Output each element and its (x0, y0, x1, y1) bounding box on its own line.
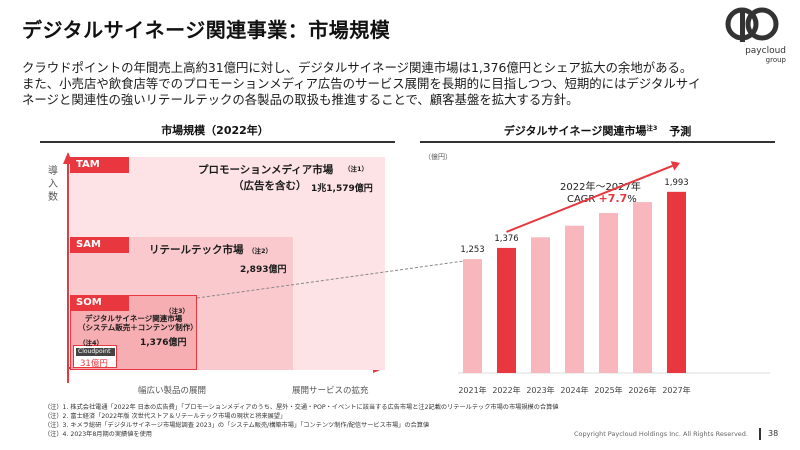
cagr-pct: % (627, 194, 637, 205)
x-tick-label: 2027年 (662, 386, 691, 395)
tam-value: 1兆1,579億円 (311, 184, 373, 194)
right-panel-title: デジタルサイネージ関連市場 (503, 124, 647, 138)
cagr-trend-line (506, 164, 673, 233)
sam-tag: SAM (70, 237, 129, 253)
copyright: Copyright Paycloud Holdings Inc. All Rig… (573, 430, 748, 438)
som-title: デジタルサイネージ (85, 314, 153, 323)
bar-2021年 (463, 259, 482, 373)
bar-value-label: 1,993 (664, 177, 689, 188)
bar-2027年 (667, 191, 686, 373)
cagr-label: CAGR (567, 194, 596, 205)
chart-unit: （億円） (424, 153, 452, 161)
page-title: デジタルサイネージ関連事業：市場規模 (22, 18, 391, 42)
right-panel-heading: デジタルサイネージ関連市場注3 予測 (420, 122, 775, 139)
som-tag: SOM (70, 295, 129, 311)
x-tick-label: 2026年 (628, 386, 657, 395)
cagr-value: +7.7 (598, 192, 628, 205)
cloudpoint-logo (76, 348, 115, 356)
note-2: （注）2. 富士経済「2022年版 次世代ストア＆リテールテック市場の現状と将来… (44, 413, 287, 420)
bar-2026年 (633, 202, 652, 373)
right-panel-heading-suffix: 予測 (669, 124, 692, 138)
som-subtitle: （システム販売＋コンテンツ制作） (78, 323, 198, 332)
right-panel-heading-note: 注3 (646, 124, 658, 132)
bar-value-label: 1,253 (460, 245, 485, 256)
x-axis-label-right: 展開サービスの拡充 (292, 386, 369, 396)
tam-tag: TAM (70, 157, 129, 173)
note-3: （注）3. キメラ総研「デジタルサイネージ市場総調査 2023」の「システム販売… (44, 422, 430, 429)
bar-value-label: 1,376 (494, 233, 519, 244)
page-number: 38 (768, 429, 779, 438)
sam-value: 2,893億円 (240, 265, 287, 275)
x-axis-label-left: 幅広い製品の展開 (138, 386, 207, 396)
right-panel-rule (420, 141, 775, 143)
som-note: （注3） (165, 307, 190, 315)
x-tick-label: 2025年 (594, 386, 623, 395)
bar-2025年 (599, 213, 618, 373)
lead-line-2: また、小売店や飲食店等でのプロモーションメディア広告のサービス展開を長期的に目指… (22, 76, 701, 91)
forecast-chart (458, 161, 770, 374)
note-1: （注）1. 株式会社電通「2022年 日本の広告費」「プロモーションメディアのう… (44, 404, 559, 411)
tam-title-sub: （広告を含む） (233, 180, 307, 192)
tam-title: プロモーションメディア市場 (198, 164, 334, 176)
tam-note: （注1） (344, 165, 369, 173)
paycloud-logo: paycloud group (720, 6, 786, 64)
lead-line-3: ネージと関連性の強いリテールテックの各製品の取扱も推進することで、顧客基盤を拡大… (22, 92, 579, 107)
logo-text: paycloud (745, 46, 786, 56)
sam-title: リテールテック市場 (149, 244, 244, 256)
x-tick-label: 2024年 (560, 386, 589, 395)
bar-2022年 (497, 247, 516, 373)
som-value: 1,376億円 (140, 338, 187, 348)
connector-line (196, 259, 472, 299)
paycloud-logo-icon (725, 7, 779, 42)
x-tick-label: 2022年 (492, 386, 521, 395)
footer-divider (759, 428, 761, 440)
lead-line-1: クラウドポイントの年間売上高約31億円に対し、デジタルサイネージ関連市場は1,3… (22, 60, 693, 75)
left-panel-heading: 市場規模（2022年） (161, 124, 269, 137)
bar-2023年 (531, 237, 550, 373)
left-panel-rule (40, 141, 395, 143)
logo-subtext: group (765, 56, 786, 64)
cloudpoint-value: 31億円 (80, 359, 108, 369)
y-axis-label: 導入数 (48, 166, 58, 203)
sam-note: （注2） (248, 247, 273, 255)
x-tick-label: 2021年 (458, 386, 487, 395)
bar-2024年 (565, 225, 584, 373)
cagr-arrowhead-icon (670, 161, 680, 171)
cloudpoint-label: Cloudpoint (78, 348, 111, 355)
cloudpoint-note: （注4） (79, 339, 104, 347)
x-tick-label: 2023年 (526, 386, 555, 395)
som-title-2: 関連市場 (152, 314, 183, 323)
cagr-period: 2022年〜2027年 (560, 182, 641, 193)
note-4: （注）4. 2023年8月期の実績値を使用 (44, 431, 152, 438)
